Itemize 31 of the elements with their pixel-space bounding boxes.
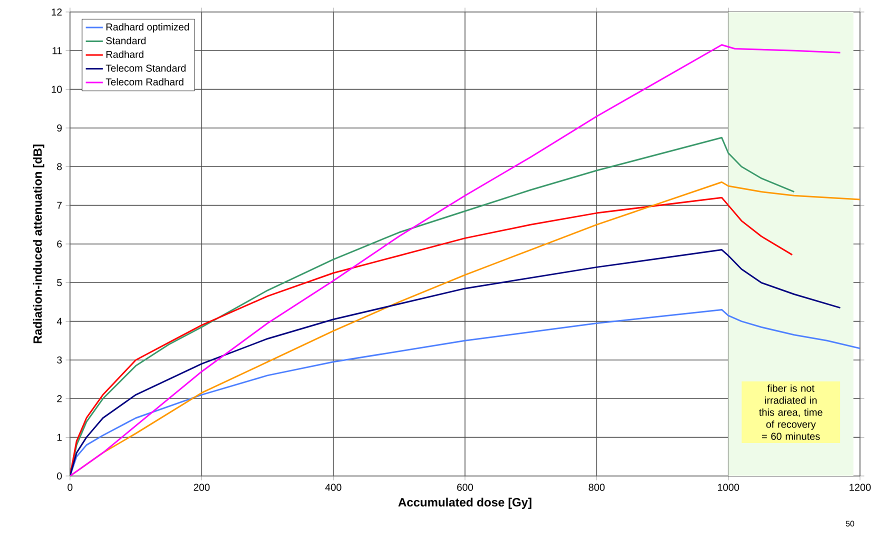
band-label: fiber is not irradiated in this area, time of recovery = 60 minutes [759,384,822,440]
legend-label: Radhard optimized [106,23,189,32]
y-tick-label: 8 [57,163,62,170]
y-tick-label: 10 [52,86,62,93]
legend-label: Telecom Standard [106,64,186,72]
x-tick-label: 600 [457,484,473,491]
legend-label: Standard [106,36,146,44]
y-tick-label: 4 [56,318,62,325]
x-tick-label: 800 [588,484,605,491]
x-tick-label: 1000 [718,484,740,491]
y-tick-label: 3 [57,356,62,364]
y-tick-label: 2 [57,395,62,402]
y-tick-label: 11 [52,47,62,54]
x-tick-label: 200 [194,484,210,491]
y-tick-label: 5 [57,279,62,286]
y-tick-label: 1 [57,434,62,441]
line-series [70,44,841,476]
y-tick-label: 9 [57,124,62,132]
legend-label: Radhard [106,50,144,58]
x-tick-label: 1200 [850,484,871,491]
x-axis-title: Accumulated dose [Gy] [398,498,532,509]
line-series [70,308,860,476]
y-tick-label: 6 [57,240,62,248]
y-tick-label: 12 [52,8,62,16]
y-axis-title: Radiation-induced attenuation [dB] [33,144,44,344]
legend-label: Telecom Radhard [106,78,184,86]
x-tick-label: 400 [325,484,342,491]
text: 50 [846,520,854,526]
x-tick-label: 0 [68,484,72,491]
y-tick-label: 7 [57,202,62,209]
y-tick-label: 0 [57,472,62,480]
